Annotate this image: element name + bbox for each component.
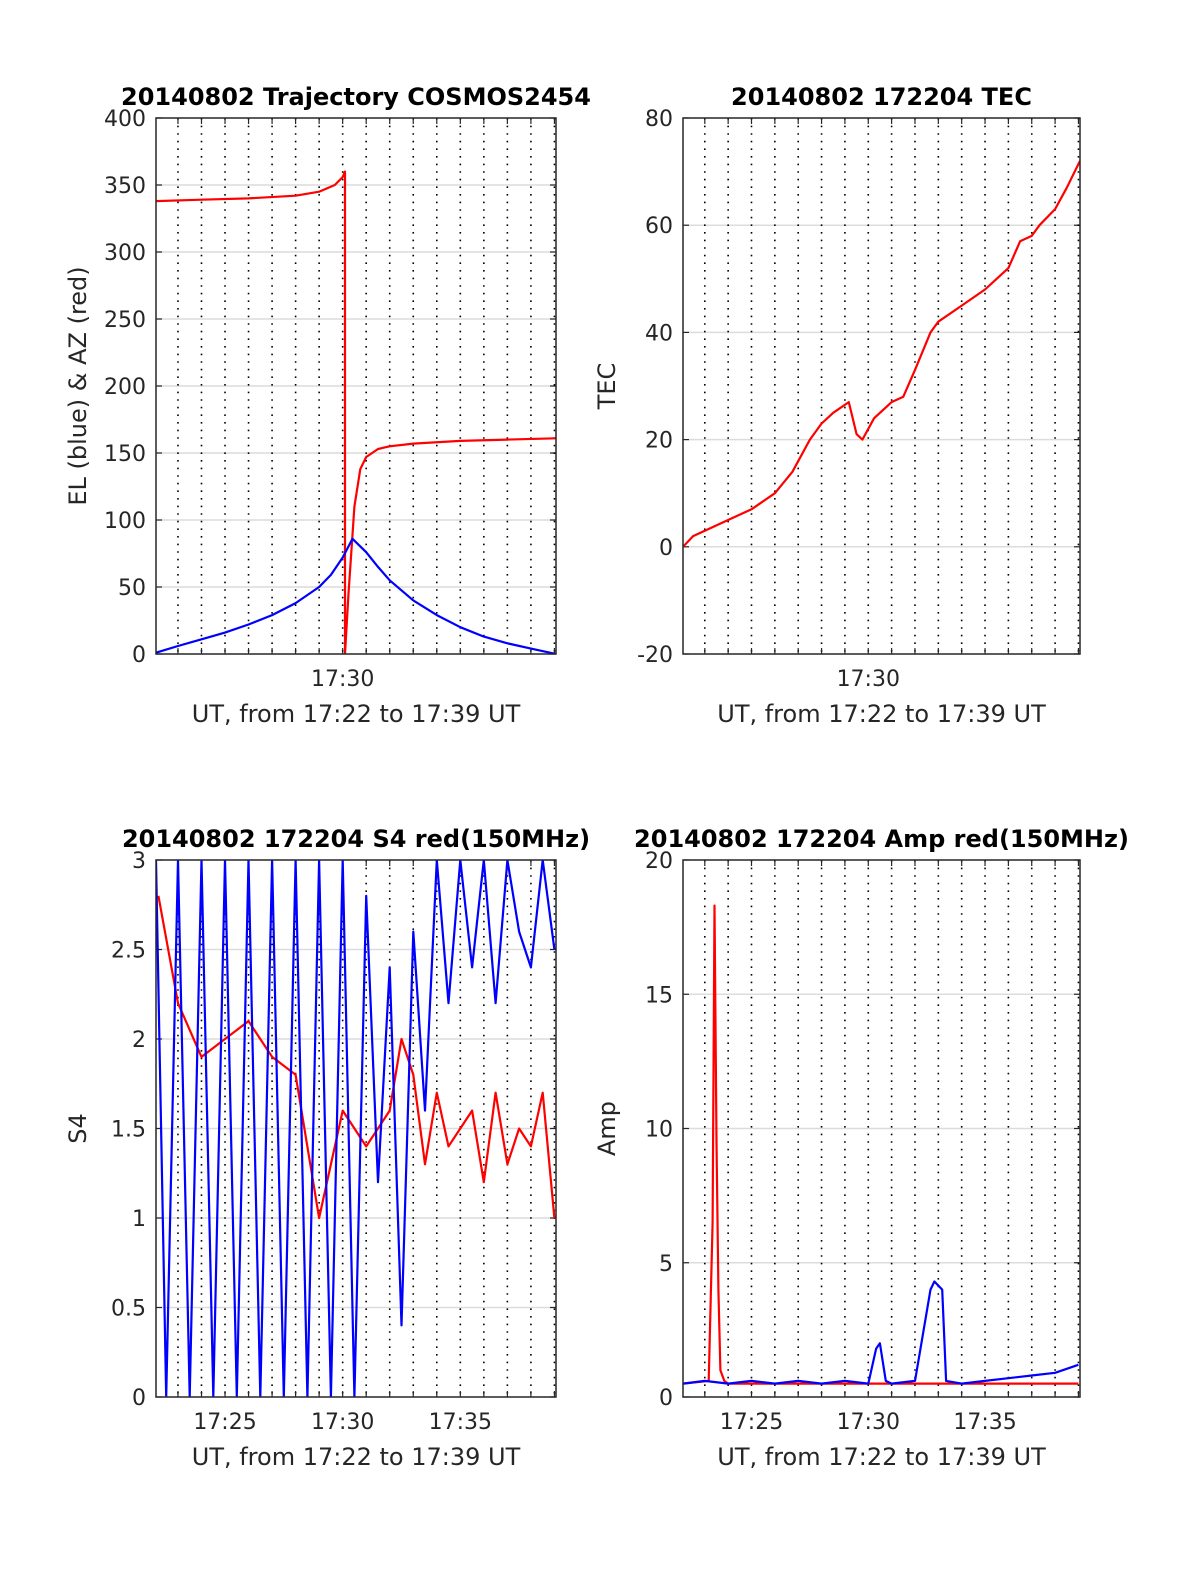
series-line-2 <box>683 1280 1079 1385</box>
y-axis-label: TEC <box>593 363 621 411</box>
axes-box <box>155 117 557 655</box>
y-tick-label: 0 <box>132 1386 146 1411</box>
y-tick-label: 2.5 <box>111 939 146 964</box>
chart-panel-2: -20 0 20 40 60 80 17:30 20140802 172204 TEC UT, … <box>593 83 1081 728</box>
y-tick-label: 80 <box>645 107 673 132</box>
y-tick-label: 400 <box>104 107 146 132</box>
y-tick-label: 250 <box>104 308 146 333</box>
y-tick-label: 350 <box>104 174 146 199</box>
y-tick-label: 100 <box>104 509 146 534</box>
y-tick-label: 0 <box>132 643 146 668</box>
series-line-1 <box>157 895 556 1220</box>
y-tick-label: 300 <box>104 241 146 266</box>
y-tick-label: 20 <box>645 849 673 874</box>
chart-title: 20140802 172204 S4 red(150MHz) <box>122 825 590 853</box>
y-tick-label: 1 <box>132 1207 146 1232</box>
series-line-1 <box>156 170 556 654</box>
series-line-1 <box>683 904 1079 1385</box>
y-tick-label: 5 <box>659 1252 673 1277</box>
axes-box <box>682 117 1081 655</box>
x-tick-label: 17:25 <box>720 1410 783 1435</box>
y-tick-label: 0 <box>659 1386 673 1411</box>
y-tick-label: 50 <box>118 576 146 601</box>
y-tick-label: 200 <box>104 375 146 400</box>
y-tick-label: 20 <box>645 429 673 454</box>
x-axis-label: UT, from 17:22 to 17:39 UT <box>192 1443 521 1471</box>
y-tick-label: 0 <box>659 536 673 561</box>
y-tick-label: 1.5 <box>111 1118 146 1143</box>
series-line-1 <box>683 160 1080 548</box>
x-tick-label: 17:35 <box>429 1410 492 1435</box>
x-tick-label: 17:35 <box>953 1410 1016 1435</box>
y-axis-label: S4 <box>64 1113 92 1144</box>
chart-title: 20140802 172204 TEC <box>731 83 1032 111</box>
y-tick-label: 10 <box>645 1118 673 1143</box>
x-tick-label: 17:30 <box>311 667 374 692</box>
chart-panel-4: 0 5 10 15 20 17:25 17:30 17:35 20140802 172204 A… <box>593 825 1129 1471</box>
chart-title: 20140802 Trajectory COSMOS2454 <box>121 83 591 111</box>
series-line-2 <box>156 860 556 1397</box>
y-tick-label: 15 <box>645 983 673 1008</box>
y-tick-label: 2 <box>132 1028 146 1053</box>
chart-title: 20140802 172204 Amp red(150MHz) <box>634 825 1129 853</box>
y-tick-label: 60 <box>645 214 673 239</box>
series-line-2 <box>156 537 556 654</box>
y-tick-label: 0.5 <box>111 1297 146 1322</box>
y-tick-label: 150 <box>104 442 146 467</box>
y-tick-label: -20 <box>637 643 673 668</box>
y-tick-label: 3 <box>132 849 146 874</box>
y-axis-label: Amp <box>593 1101 621 1156</box>
y-axis-label: EL (blue) & AZ (red) <box>64 266 92 505</box>
chart-panel-3: 0 0.5 1 1.5 2 2.5 3 17:25 17:30 17:35 20140802 172… <box>64 825 590 1471</box>
x-tick-label: 17:30 <box>837 1410 900 1435</box>
x-axis-label: UT, from 17:22 to 17:39 UT <box>717 1443 1046 1471</box>
x-tick-label: 17:30 <box>311 1410 374 1435</box>
x-axis-label: UT, from 17:22 to 17:39 UT <box>717 700 1046 728</box>
y-tick-label: 40 <box>645 321 673 346</box>
x-axis-label: UT, from 17:22 to 17:39 UT <box>192 700 521 728</box>
axes-box <box>682 859 1081 1398</box>
axes-box <box>155 859 557 1398</box>
chart-panel-1: 0 50 100 150 200 250 300 350 400 17:30 20140802 Tr… <box>64 83 591 728</box>
x-tick-label: 17:25 <box>193 1410 256 1435</box>
x-tick-label: 17:30 <box>837 667 900 692</box>
